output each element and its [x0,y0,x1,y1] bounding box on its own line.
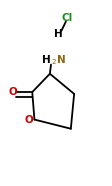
Text: H: H [54,29,62,39]
Text: O: O [24,115,33,125]
Text: O: O [8,87,17,97]
Text: H: H [42,55,51,65]
Text: $_2$N: $_2$N [51,53,65,67]
Text: Cl: Cl [61,13,72,23]
